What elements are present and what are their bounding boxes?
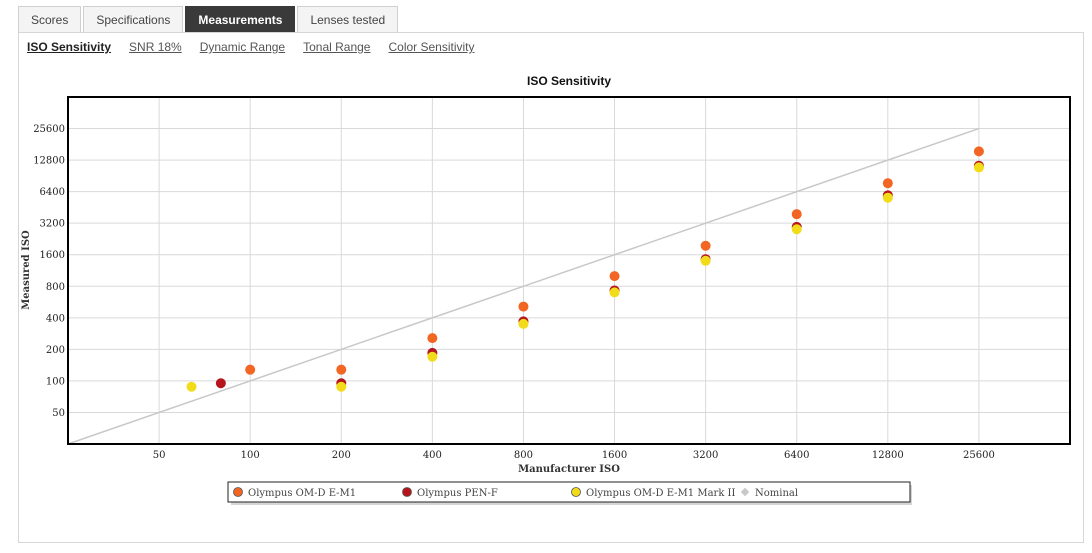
data-point [882, 178, 893, 189]
x-tick-label: 12800 [872, 450, 904, 461]
data-point [427, 351, 438, 362]
legend-marker [740, 487, 750, 497]
subtab-iso-sensitivity[interactable]: ISO Sensitivity [27, 40, 112, 54]
data-point [609, 271, 620, 282]
x-tick-label: 800 [514, 450, 533, 461]
legend-entry: Olympus OM-D E-M1 [248, 488, 356, 499]
plot-border [67, 96, 1071, 445]
x-tick-label: 3200 [693, 450, 718, 461]
y-tick-label: 12800 [33, 156, 65, 167]
tab-specifications[interactable]: Specifications [83, 6, 184, 32]
tab-bar: Scores Specifications Measurements Lense… [18, 6, 399, 33]
x-tick-label: 100 [241, 450, 260, 461]
y-tick-label: 25600 [33, 124, 65, 135]
subtab-dynamic-range[interactable]: Dynamic Range [199, 40, 286, 54]
subtab-tonal-range[interactable]: Tonal Range [303, 40, 371, 54]
nominal-line-segment [67, 127, 980, 445]
data-point [215, 378, 226, 389]
x-tick-label: 200 [332, 450, 351, 461]
series-0 [245, 146, 984, 375]
x-axis-ticks: 50 100 200 400 800 1600 3200 6400 12800 25600 [153, 450, 995, 461]
data-point [427, 333, 438, 344]
data-point [518, 301, 529, 312]
y-axis-ticks: 50 100 200 400 800 1600 3200 6400 12800 25600 [33, 124, 65, 419]
data-point [336, 364, 347, 375]
nominal-line [67, 127, 980, 445]
y-tick-label: 100 [46, 376, 65, 387]
y-tick-label: 6400 [40, 187, 65, 198]
data-point [336, 381, 347, 392]
tab-lenses-tested[interactable]: Lenses tested [297, 6, 399, 32]
legend-entry: Olympus OM-D E-M1 Mark II [586, 488, 736, 499]
legend-marker [402, 487, 412, 497]
legend-box [227, 481, 911, 503]
x-axis-label: Manufacturer ISO [518, 464, 620, 475]
x-tick-label: 25600 [963, 450, 995, 461]
grid [68, 97, 1070, 444]
y-tick-label: 50 [52, 408, 65, 419]
data-point [700, 240, 711, 251]
data-point [791, 209, 802, 220]
legend-entry: Nominal [755, 488, 798, 499]
y-tick-label: 800 [46, 282, 65, 293]
series-2 [186, 162, 984, 392]
data-point [245, 364, 256, 375]
x-tick-label: 50 [153, 450, 166, 461]
x-tick-label: 1600 [602, 450, 627, 461]
data-point [518, 318, 529, 329]
x-tick-label: 6400 [784, 450, 809, 461]
data-point [700, 255, 711, 266]
data-point [186, 381, 197, 392]
tab-measurements[interactable]: Measurements [185, 6, 296, 32]
legend-entry: Olympus PEN-F [417, 488, 498, 499]
chart-title: ISO Sensitivity [527, 74, 611, 88]
measurement-subtabs: ISO Sensitivity SNR 18% Dynamic Range To… [27, 40, 475, 54]
data-points [186, 146, 984, 392]
legend-marker [571, 487, 581, 497]
tab-scores[interactable]: Scores [18, 6, 82, 32]
legend-marker [233, 487, 243, 497]
data-point [973, 162, 984, 173]
y-tick-label: 1600 [40, 250, 65, 261]
x-tick-label: 400 [423, 450, 442, 461]
data-point [973, 146, 984, 157]
data-point [791, 224, 802, 235]
subtab-color-sensitivity[interactable]: Color Sensitivity [388, 40, 475, 54]
y-tick-label: 200 [46, 345, 65, 356]
data-point [609, 287, 620, 298]
y-tick-label: 3200 [40, 219, 65, 230]
y-axis-label: Measured ISO [21, 230, 32, 310]
data-point [882, 192, 893, 203]
y-tick-label: 400 [46, 313, 65, 324]
subtab-snr[interactable]: SNR 18% [129, 40, 182, 54]
legend: Olympus OM-D E-M1 Olympus PEN-F Olympus OM… [233, 487, 798, 499]
